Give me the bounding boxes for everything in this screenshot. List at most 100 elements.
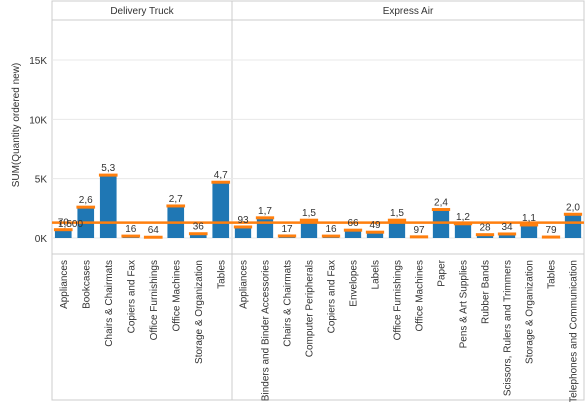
bar-marker — [121, 234, 141, 238]
panel-header: Delivery Truck — [110, 6, 174, 17]
panel-header: Express Air — [383, 6, 434, 17]
data-label: 1,1 — [522, 213, 536, 224]
bar-marker — [321, 234, 341, 238]
bar-marker — [233, 225, 253, 229]
data-label: 16 — [125, 224, 137, 235]
bar-marker — [409, 235, 429, 239]
x-axis: Appliances Bookcases Chairs & Chairmats Cop… — [59, 259, 580, 402]
x-tick-label: Office Machines — [171, 260, 182, 332]
data-label: 34 — [501, 222, 513, 233]
bar-marker — [76, 205, 96, 209]
bar — [99, 175, 117, 238]
bar — [520, 224, 538, 238]
bar — [54, 229, 72, 238]
x-tick-label: Copiers and Fax — [126, 260, 137, 333]
data-label: 1,5 — [302, 208, 316, 219]
x-tick-label: Pens & Art Supplies — [459, 260, 470, 348]
data-label: 66 — [347, 218, 359, 229]
x-tick-label: Envelopes — [349, 260, 360, 307]
bar-marker — [541, 235, 561, 239]
bar — [366, 232, 384, 238]
y-tick-label: 15K — [29, 56, 47, 67]
bar-marker — [299, 218, 319, 222]
bar-marker — [519, 223, 539, 227]
bar — [256, 217, 274, 238]
x-tick-label: Paper — [437, 259, 448, 286]
data-label: 4,7 — [214, 170, 228, 181]
x-tick-label: Office Furnishings — [149, 260, 160, 340]
bar-marker — [188, 232, 208, 236]
annotations-layer: 1,500 — [58, 219, 83, 230]
data-label: 2,7 — [169, 194, 183, 205]
bar — [234, 226, 252, 238]
data-label: 2,6 — [79, 195, 93, 206]
x-tick-label: Storage & Organization — [194, 260, 205, 364]
bar-marker — [143, 235, 163, 239]
data-label: 36 — [193, 222, 205, 233]
grid-layer — [51, 0, 585, 401]
bar — [212, 182, 230, 238]
bar-marker — [98, 173, 118, 177]
bar — [454, 223, 472, 238]
x-tick-label: Bookcases — [81, 260, 92, 309]
data-label: 64 — [148, 225, 160, 236]
bar-marker — [475, 233, 495, 237]
bar — [300, 220, 318, 238]
bar-marker — [365, 230, 385, 234]
bar-marker — [431, 208, 451, 212]
bar-marker — [166, 204, 186, 208]
x-tick-label: Copiers and Fax — [327, 260, 338, 333]
y-axis-label: SUM(Quantity ordered new) — [11, 63, 22, 188]
x-tick-label: Appliances — [239, 260, 250, 309]
panel-headers: Delivery Truck Express Air — [110, 6, 434, 17]
y-tick-label: 10K — [29, 115, 47, 126]
x-tick-label: Labels — [371, 260, 382, 289]
x-tick-label: Rubber Bands — [481, 260, 492, 324]
bar — [564, 214, 582, 238]
x-tick-label: Office Furnishings — [393, 260, 404, 340]
bar-marker — [211, 180, 231, 184]
bar — [189, 233, 207, 238]
chart-frame — [51, 0, 585, 401]
bar-marker — [497, 232, 517, 236]
data-label: 1,2 — [456, 212, 470, 223]
data-label: 79 — [545, 225, 557, 236]
bar-marker — [563, 212, 583, 216]
data-labels-layer: 70 2,6 5,3 16 64 2,7 36 4,7 93 1,7 17 1,5 16 66 49 1,5 9… — [58, 163, 581, 236]
data-label: 70 — [58, 218, 70, 229]
data-label: 5,3 — [101, 163, 115, 174]
bar — [476, 234, 494, 238]
x-tick-label: Office Machines — [415, 260, 426, 332]
y-axis: SUM(Quantity ordered new) 0K 5K 10K 15K — [11, 56, 47, 245]
bar — [498, 233, 516, 238]
x-tick-label: Chairs & Chairmats — [104, 260, 115, 347]
bar-marker — [255, 216, 275, 220]
bar — [388, 220, 406, 238]
bar-marker — [343, 228, 363, 232]
x-tick-label: Appliances — [59, 260, 70, 309]
data-label: 17 — [281, 224, 293, 235]
data-label: 49 — [369, 220, 381, 231]
data-label: 2,4 — [434, 198, 448, 209]
data-label: 16 — [325, 224, 337, 235]
x-tick-label: Computer Peripherals — [305, 260, 316, 357]
y-tick-label: 0K — [35, 234, 48, 245]
x-tick-label: Tables — [547, 260, 558, 289]
data-label: 2,0 — [566, 202, 580, 213]
annotation: 1,500 — [58, 219, 83, 230]
data-label: 1,7 — [258, 206, 272, 217]
x-tick-label: Telephones and Communication — [569, 260, 580, 402]
x-tick-label: Storage & Organization — [525, 260, 536, 364]
bar-marker — [453, 222, 473, 226]
bar-marker — [277, 234, 297, 238]
y-tick-label: 5K — [35, 175, 48, 186]
bar — [344, 230, 362, 238]
data-label: 1,5 — [390, 208, 404, 219]
x-tick-label: Scissors, Rulers and Trimmers — [503, 260, 514, 396]
data-label: 97 — [413, 225, 425, 236]
markers-layer — [53, 173, 583, 239]
bar-marker — [53, 228, 73, 232]
x-tick-label: Chairs & Chairmats — [283, 260, 294, 347]
x-tick-label: Binders and Binder Accessories — [261, 260, 272, 401]
